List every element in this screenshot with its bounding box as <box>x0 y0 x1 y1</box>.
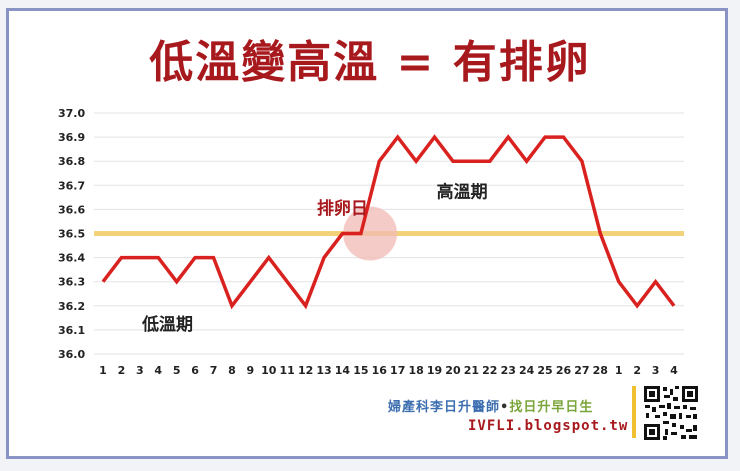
x-tick-label: 13 <box>316 364 331 377</box>
x-tick-label: 11 <box>280 364 295 377</box>
temperature-line <box>101 134 676 310</box>
x-tick-label: 3 <box>136 364 144 377</box>
qr-code-icon <box>643 385 699 441</box>
y-tick-label: 36.0 <box>58 348 85 361</box>
x-tick-label: 10 <box>261 364 277 377</box>
ovulation-highlight-layer <box>343 206 398 261</box>
y-tick-label: 36.5 <box>58 228 85 241</box>
credit-divider <box>632 386 636 438</box>
x-tick-label: 4 <box>154 364 162 377</box>
x-tick-label: 24 <box>519 364 535 377</box>
x-tick-label: 12 <box>298 364 313 377</box>
y-axis-tick-labels: 36.0 36.1 36.2 36.3 36.4 36.5 36.6 36.7 36.8 36.9… <box>58 107 85 361</box>
x-tick-label: 22 <box>482 364 497 377</box>
x-tick-label: 19 <box>427 364 442 377</box>
annotation-label: 低溫期 <box>141 314 193 335</box>
chart-title: 低溫變高溫 = 有排卵 <box>149 37 591 88</box>
x-tick-label: 1 <box>615 364 623 377</box>
x-tick-label: 20 <box>445 364 461 377</box>
x-tick-label: 14 <box>335 364 351 377</box>
y-tick-label: 36.9 <box>58 131 85 144</box>
x-tick-label: 6 <box>191 364 199 377</box>
annotation-label: 高溫期 <box>437 181 488 202</box>
x-tick-label: 27 <box>574 364 589 377</box>
x-tick-label: 18 <box>408 364 423 377</box>
x-tick-label: 28 <box>593 364 608 377</box>
y-tick-label: 36.3 <box>58 276 85 289</box>
x-tick-label: 1 <box>99 364 107 377</box>
y-tick-label: 36.4 <box>58 252 85 265</box>
y-tick-label: 36.7 <box>58 179 85 192</box>
credit-dot: • <box>500 400 510 415</box>
x-axis-tick-labels: 1 2 3 4 5 6 7 8 9 10 11 12 13 14 15 16 17 18 19 20 21 22 23 24 2… <box>99 364 678 377</box>
x-tick-label: 3 <box>652 364 660 377</box>
y-tick-label: 36.6 <box>58 203 85 216</box>
x-tick-label: 2 <box>118 364 126 377</box>
x-tick-label: 2 <box>633 364 641 377</box>
x-tick-label: 17 <box>390 364 405 377</box>
credit-doctor: 婦產科李日升醫師 <box>388 400 501 415</box>
x-tick-label: 9 <box>247 364 255 377</box>
y-tick-label: 36.2 <box>58 300 85 313</box>
ovulation-highlight <box>343 206 398 261</box>
x-tick-label: 4 <box>670 364 678 377</box>
x-tick-label: 5 <box>173 364 181 377</box>
x-tick-label: 25 <box>537 364 552 377</box>
temperature-series <box>101 134 676 310</box>
credit-slogan: 找日升早日生 <box>509 400 594 415</box>
x-tick-label: 8 <box>228 364 236 377</box>
x-tick-label: 23 <box>501 364 516 377</box>
x-tick-label: 7 <box>210 364 218 377</box>
y-tick-label: 36.1 <box>58 324 85 337</box>
credit-url[interactable]: IVFLI.blogspot.tw <box>468 418 629 434</box>
y-tick-label: 36.8 <box>58 155 85 168</box>
y-tick-label: 37.0 <box>58 107 85 120</box>
credit-line: 婦產科李日升醫師•找日升早日生 <box>388 396 593 415</box>
x-tick-label: 26 <box>556 364 572 377</box>
x-tick-label: 15 <box>353 364 368 377</box>
x-tick-label: 16 <box>372 364 388 377</box>
annotation-label: 排卵日 <box>317 198 368 219</box>
x-tick-label: 21 <box>464 364 479 377</box>
